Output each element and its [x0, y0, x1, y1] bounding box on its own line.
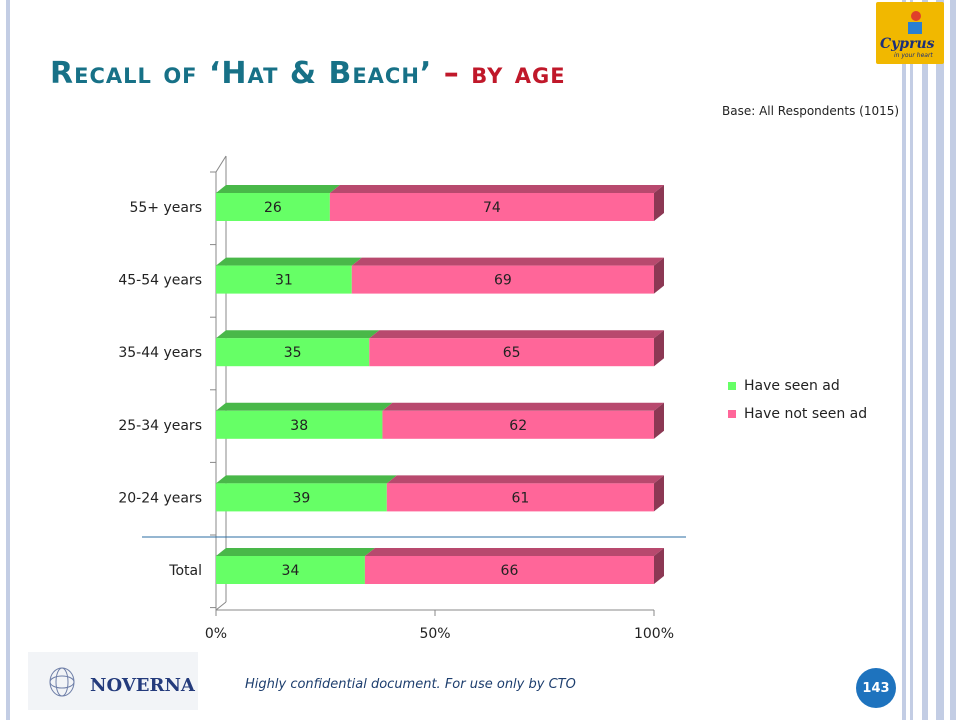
cyprus-logo-tagline: in your heart [894, 52, 933, 59]
bar-side-face [654, 257, 664, 294]
bar-side-face [654, 548, 664, 584]
bar-top-face [329, 185, 664, 193]
y-category-label: 45-54 years [118, 273, 202, 289]
legend-item-not-seen: Have not seen ad [728, 400, 867, 428]
bar-side-face [654, 185, 664, 221]
bar-segment [369, 338, 654, 367]
bar-side-face [654, 330, 664, 367]
legend-label-not-seen: Have not seen ad [744, 406, 868, 422]
page-number-badge: 143 [856, 668, 896, 708]
bar-side-face [654, 475, 664, 512]
bar-value-label: 61 [511, 490, 529, 506]
bar-value-label: 62 [509, 418, 527, 434]
title-subtitle: by age [471, 56, 566, 91]
bar-value-label: 31 [275, 273, 293, 289]
base-note: Base: All Respondents (1015) [722, 104, 900, 118]
bar-value-label: 65 [503, 345, 521, 361]
y-category-label: Total [168, 563, 202, 579]
x-tick-label: 50% [419, 626, 450, 642]
bar-value-label: 35 [284, 345, 302, 361]
legend-label-seen: Have seen ad [744, 378, 840, 394]
bar-segment [329, 193, 654, 221]
left-border [6, 0, 10, 720]
y-category-label: 55+ years [129, 200, 202, 216]
bar-segment [386, 483, 654, 512]
floor-edge [215, 601, 227, 611]
bar-top-face [216, 475, 397, 484]
y-category-label: 20-24 years [118, 490, 202, 506]
legend-swatch-not-seen [728, 410, 736, 418]
bar-segment [216, 556, 365, 584]
bar-value-label: 39 [292, 490, 310, 506]
bar-top-face [216, 257, 362, 266]
bar-value-label: 69 [494, 273, 512, 289]
bar-top-face [216, 330, 380, 339]
bar-top-face [216, 185, 340, 193]
wall-top-edge [215, 155, 227, 173]
legend-swatch-seen [728, 382, 736, 390]
footer-note: Highly confidential document. For use on… [245, 677, 576, 692]
bar-value-label: 74 [483, 200, 501, 216]
cyprus-logo-text: Cyprus [880, 36, 935, 52]
title-separator: – [443, 56, 460, 91]
bar-top-face [364, 548, 664, 556]
bar-value-label: 26 [264, 200, 282, 216]
legend-item-seen: Have seen ad [728, 372, 867, 400]
bar-segment [216, 483, 387, 512]
noverna-logo-text: NOVERNA [90, 675, 195, 696]
bar-segment [351, 265, 654, 294]
noverna-logo: NOVERNA [28, 652, 198, 710]
bar-top-face [351, 257, 664, 266]
right-border [900, 0, 960, 720]
y-category-label: 25-34 years [118, 418, 202, 434]
page-title: Recall of ‘Hat & Beach’ – by age [50, 56, 566, 91]
bar-segment [216, 410, 383, 439]
bar-segment [216, 193, 330, 221]
bar-top-face [216, 548, 375, 556]
bar-value-label: 66 [501, 563, 519, 579]
bar-top-face [369, 330, 664, 339]
bar-top-face [386, 475, 664, 484]
bar-segment [364, 556, 654, 584]
bar-segment [216, 265, 352, 294]
bar-segment [382, 410, 654, 439]
bar-top-face [216, 402, 393, 411]
bar-segment [216, 338, 370, 367]
bar-side-face [654, 402, 664, 439]
bar-top-face [382, 402, 664, 411]
x-tick-label: 0% [205, 626, 227, 642]
bar-value-label: 34 [282, 563, 300, 579]
title-main: Recall of ‘Hat & Beach’ [50, 56, 433, 91]
x-tick-label: 100% [634, 626, 674, 642]
cyprus-logo: Cyprus in your heart [876, 2, 944, 64]
bar-value-label: 38 [290, 418, 308, 434]
chart-legend: Have seen ad Have not seen ad [728, 372, 867, 428]
y-category-label: 35-44 years [118, 345, 202, 361]
